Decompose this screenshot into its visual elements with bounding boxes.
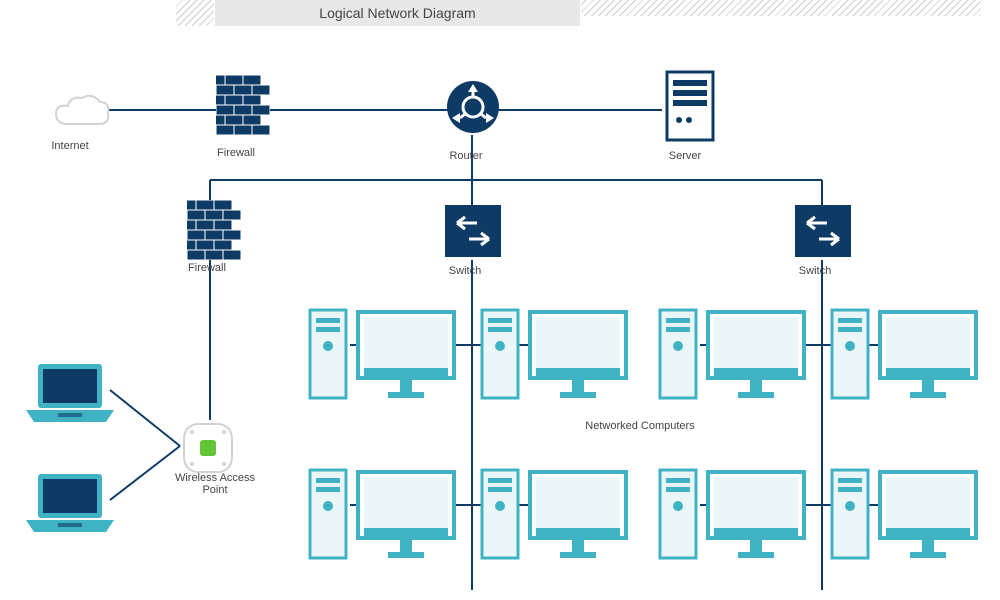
computer-node <box>480 300 630 415</box>
computer-icon <box>480 300 630 410</box>
internet-node <box>50 90 115 140</box>
diagram-title: Logical Network Diagram <box>215 0 580 26</box>
laptop-icon <box>20 470 120 540</box>
computer-icon <box>658 300 808 410</box>
server-node <box>665 70 715 147</box>
laptop1-node <box>20 360 120 435</box>
node-label: Server <box>655 150 715 162</box>
computer-icon <box>308 300 458 410</box>
laptop-icon <box>20 360 120 430</box>
router-node <box>446 80 500 139</box>
switch-icon <box>445 205 501 257</box>
node-label: Router <box>436 150 496 162</box>
switch-icon <box>795 205 851 257</box>
switch2-node <box>795 205 851 262</box>
node-label: Firewall <box>177 262 237 274</box>
hatch-left <box>176 0 214 26</box>
firewall1-node <box>216 75 270 140</box>
node-label: Switch <box>785 265 845 277</box>
node-label: Switch <box>435 265 495 277</box>
server-icon <box>665 70 715 142</box>
node-label: Firewall <box>206 147 266 159</box>
router-icon <box>446 80 500 134</box>
hatch-right <box>581 0 981 16</box>
node-label: Internet <box>40 140 100 152</box>
computer-node <box>658 460 808 575</box>
node-label: Wireless AccessPoint <box>170 472 260 496</box>
computer-node <box>658 300 808 415</box>
wap-icon <box>180 420 236 476</box>
laptop2-node <box>20 470 120 545</box>
computer-node <box>830 300 980 415</box>
firewall-icon <box>216 75 270 135</box>
cloud-icon <box>50 90 115 135</box>
computer-icon <box>658 460 808 570</box>
switch1-node <box>445 205 501 262</box>
computer-node <box>480 460 630 575</box>
computer-icon <box>830 300 980 410</box>
networked-computers-label: Networked Computers <box>560 420 720 432</box>
computer-icon <box>308 460 458 570</box>
computer-node <box>830 460 980 575</box>
computer-icon <box>830 460 980 570</box>
computer-node <box>308 460 458 575</box>
firewall2-node <box>187 200 241 265</box>
computer-icon <box>480 460 630 570</box>
firewall-icon <box>187 200 241 260</box>
computer-node <box>308 300 458 415</box>
